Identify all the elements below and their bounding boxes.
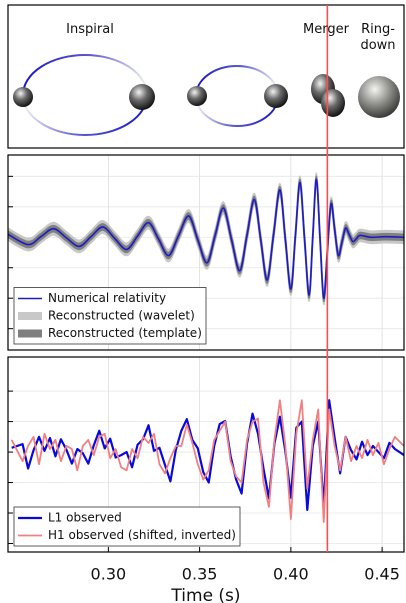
phase-label: Merger: [303, 22, 349, 37]
panel-frame: [7, 4, 405, 149]
black-hole: [264, 84, 288, 108]
plot-area: [10, 399, 404, 524]
legend-label: Reconstructed (template): [48, 326, 202, 340]
orbit: [22, 54, 148, 96]
orbit: [195, 95, 279, 127]
legend-box: [13, 287, 207, 345]
phase-label: Inspiral: [66, 22, 114, 37]
line: [11, 399, 404, 512]
line: [8, 178, 404, 300]
orbit: [22, 94, 148, 136]
line: [10, 399, 404, 524]
illustration: [7, 4, 405, 149]
legend-box: [13, 506, 241, 547]
black-hole: [129, 84, 155, 110]
phase-label: Ring- down: [360, 22, 396, 53]
plot-area: [8, 172, 404, 306]
ringdown-hole: [358, 76, 400, 118]
x-tick-label: 0.40: [273, 565, 309, 584]
x-axis-label: Time (s): [170, 586, 240, 603]
legend-label: H1 observed (shifted, inverted): [48, 528, 236, 542]
black-hole: [13, 87, 33, 107]
black-hole: [187, 86, 207, 106]
panel-frame: [7, 154, 405, 351]
orbit: [195, 65, 279, 97]
x-tick-label: 0.45: [364, 565, 400, 584]
band: [8, 175, 404, 303]
merger-blob: [321, 89, 345, 117]
legend-swatch: [18, 312, 42, 320]
x-tick-label: 0.35: [182, 565, 218, 584]
legend-label: L1 observed: [48, 511, 122, 525]
legend-label: Numerical relativity: [48, 291, 166, 305]
x-tick-label: 0.30: [91, 565, 127, 584]
panel-frame: [7, 356, 405, 553]
legend-swatch: [18, 329, 42, 338]
legend-label: Reconstructed (wavelet): [48, 309, 195, 323]
